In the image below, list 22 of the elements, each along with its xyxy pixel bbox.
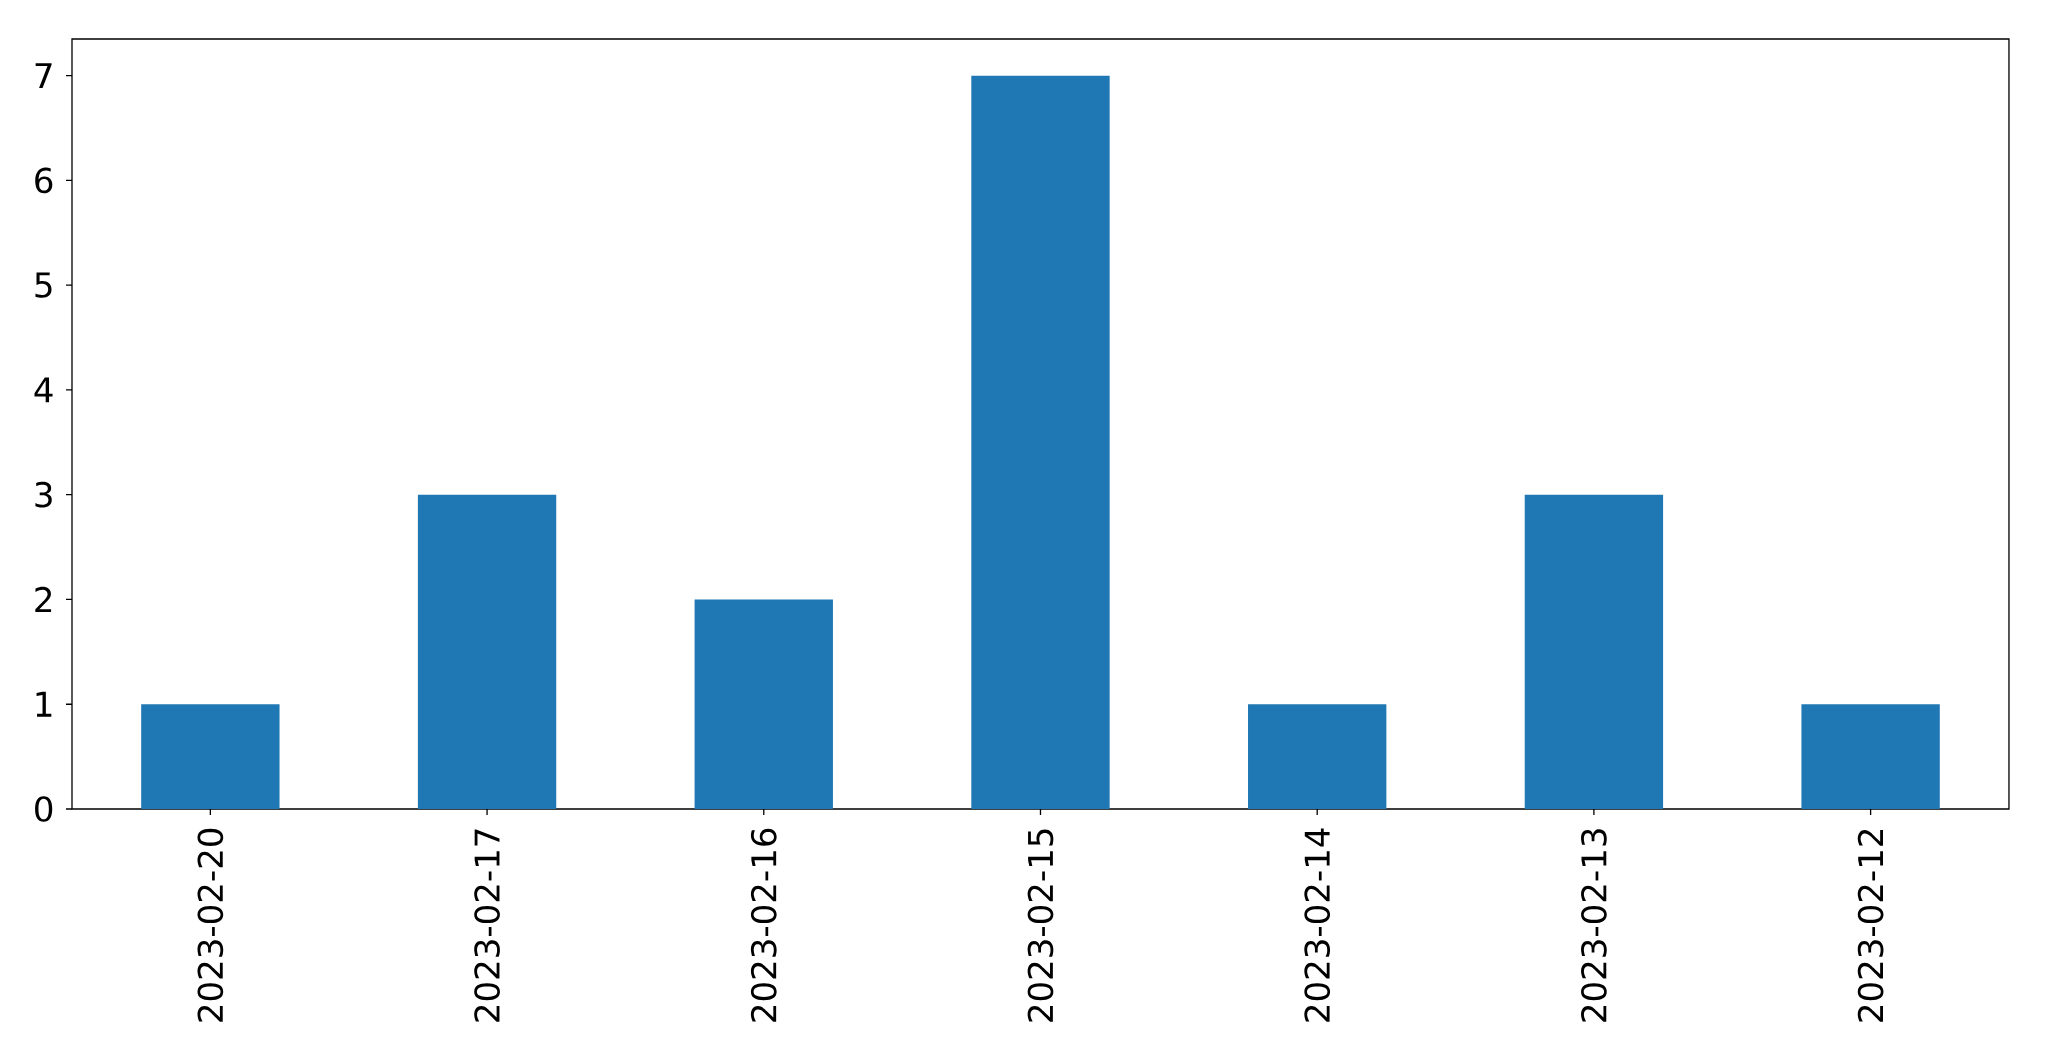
y-tick-label: 7 bbox=[35, 63, 52, 89]
y-tick-label: 2 bbox=[35, 586, 52, 613]
bar bbox=[1801, 704, 1940, 809]
bar bbox=[694, 599, 833, 809]
x-tick-label: 2023-02-15 bbox=[1027, 829, 1054, 1022]
y-tick-label: 6 bbox=[35, 167, 53, 194]
y-tick-label: 5 bbox=[35, 272, 52, 298]
x-tick-label: 2023-02-14 bbox=[1304, 828, 1331, 1022]
bar bbox=[141, 704, 280, 809]
bar bbox=[1248, 704, 1387, 809]
y-tick-label: 0 bbox=[35, 796, 53, 822]
x-tick-label: 2023-02-20 bbox=[197, 828, 224, 1022]
y-tick-label: 4 bbox=[34, 377, 53, 403]
bar bbox=[971, 75, 1110, 809]
x-tick-label: 2023-02-12 bbox=[1857, 829, 1884, 1022]
x-tick-label: 2023-02-16 bbox=[750, 828, 777, 1022]
x-tick-label: 2023-02-17 bbox=[474, 829, 500, 1022]
bar bbox=[1524, 494, 1664, 809]
bar bbox=[417, 494, 557, 809]
y-tick-label: 3 bbox=[35, 481, 52, 508]
x-tick-label: 2023-02-13 bbox=[1581, 829, 1607, 1022]
y-tick-label: 1 bbox=[36, 691, 52, 717]
